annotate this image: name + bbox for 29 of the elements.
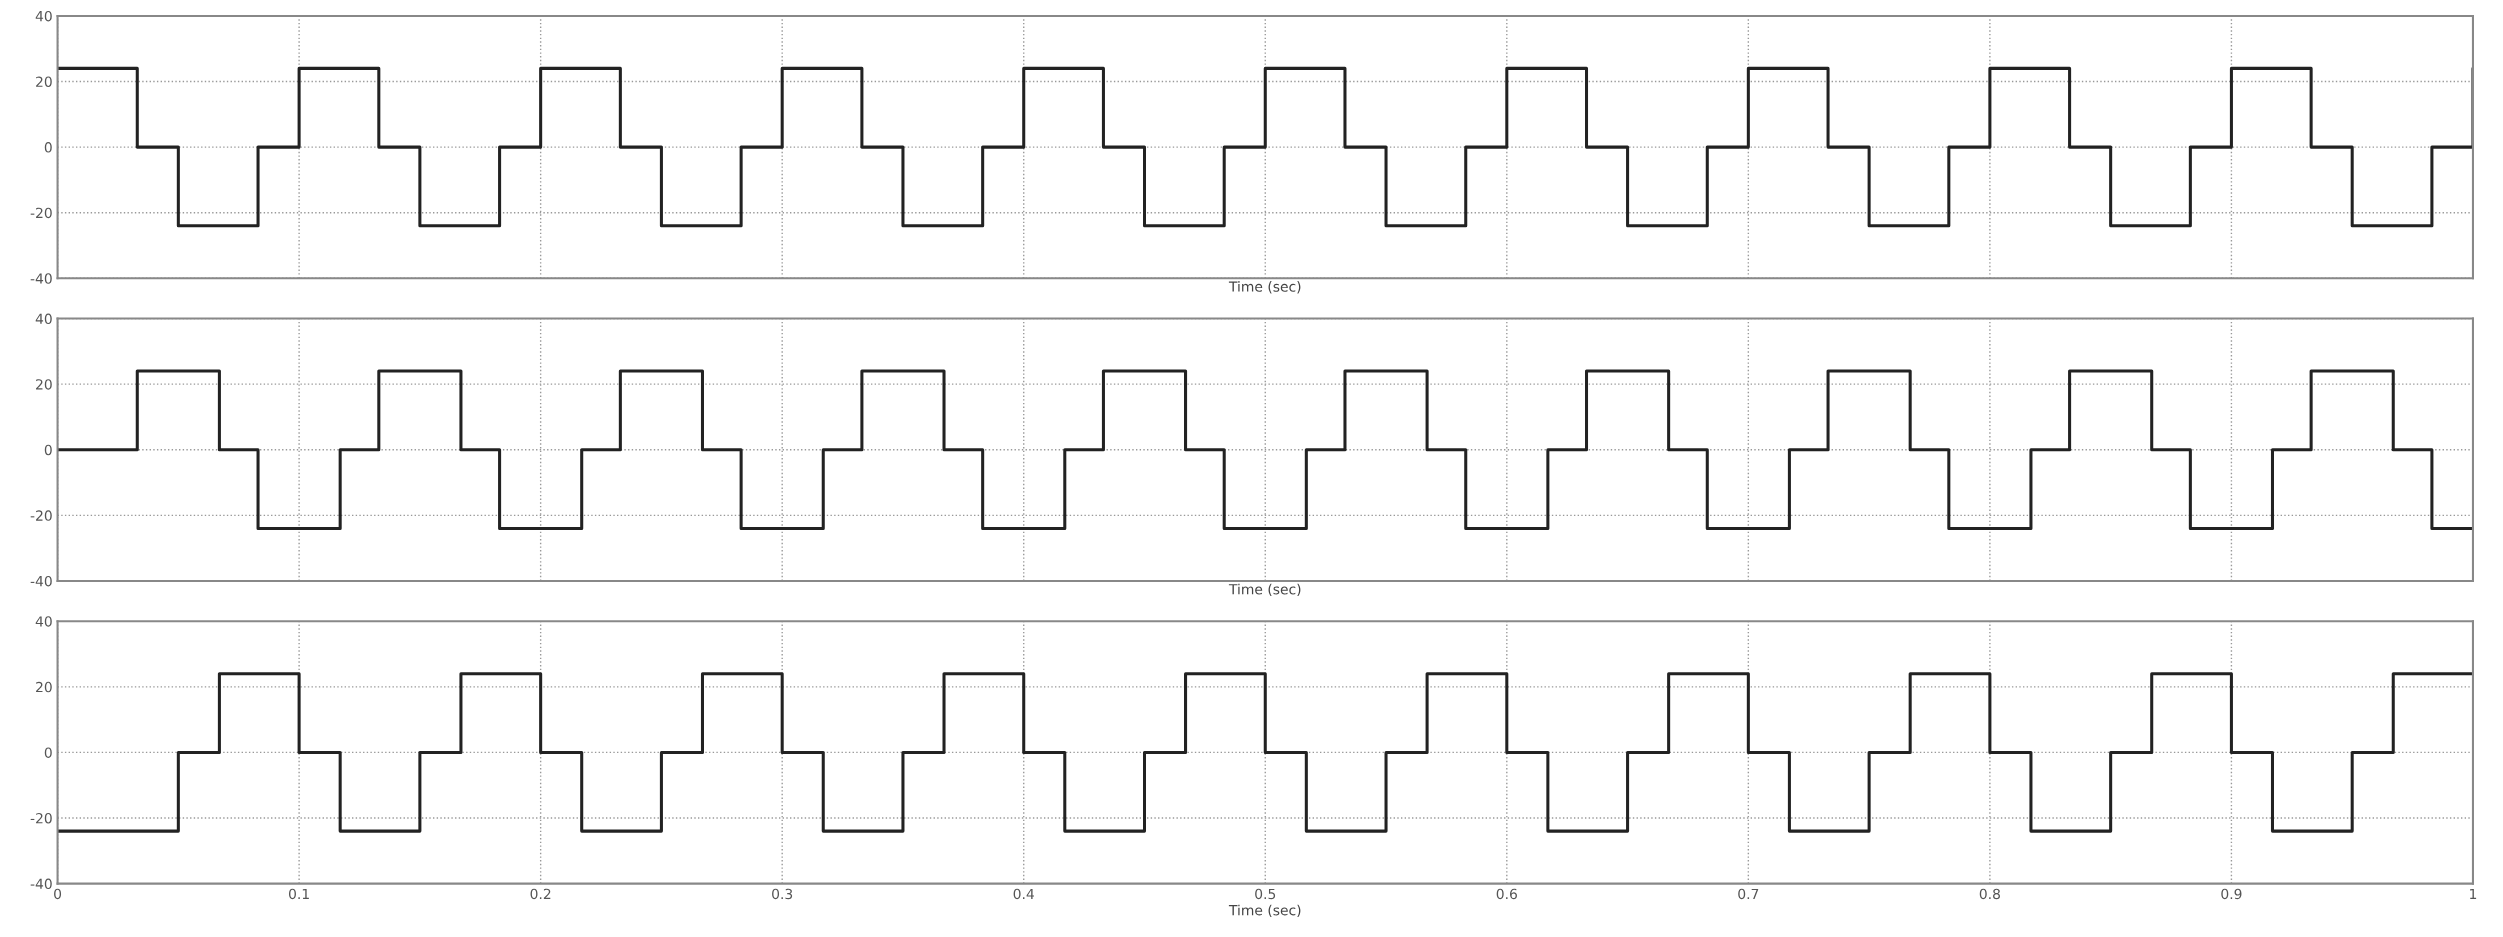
y-tick-label: 40 [35, 10, 52, 22]
y-tick-label: -40 [30, 273, 52, 284]
x-tick-label: 0.9 [2221, 888, 2242, 900]
x-tick-label: 0.1 [288, 888, 309, 900]
x-tick-label: 0.4 [1013, 888, 1034, 900]
y-tick-label: -40 [30, 575, 52, 587]
x-tick-label: 0.6 [1496, 888, 1517, 900]
y-tick-label: 20 [36, 681, 52, 693]
y-tick-label: 0 [44, 747, 52, 758]
x-tick-label: 0.8 [1979, 888, 2000, 900]
y-tick-label: 20 [36, 379, 52, 390]
x-tick-label: 0.7 [1738, 888, 1759, 900]
y-tick-label: 40 [35, 616, 52, 627]
y-tick-label: 40 [35, 313, 52, 325]
x-tick-label: 1 [2470, 888, 2477, 900]
x-axis-title: Time (sec) [1228, 904, 1301, 918]
x-axis-title: Time (sec) [1228, 281, 1301, 294]
x-tick-label: 0.3 [772, 888, 793, 900]
y-tick-label: -20 [30, 207, 52, 219]
y-tick-label: -20 [30, 510, 52, 521]
y-tick-label: 0 [44, 444, 52, 456]
x-tick-label: 0.2 [530, 888, 551, 900]
y-tick-label: 0 [44, 142, 52, 153]
x-tick-label: 0 [54, 888, 62, 900]
y-tick-label: -40 [30, 878, 52, 890]
y-tick-label: 20 [36, 76, 52, 87]
x-tick-label: 0.5 [1255, 888, 1276, 900]
x-axis-title: Time (sec) [1228, 583, 1301, 597]
y-tick-label: -20 [30, 812, 52, 824]
